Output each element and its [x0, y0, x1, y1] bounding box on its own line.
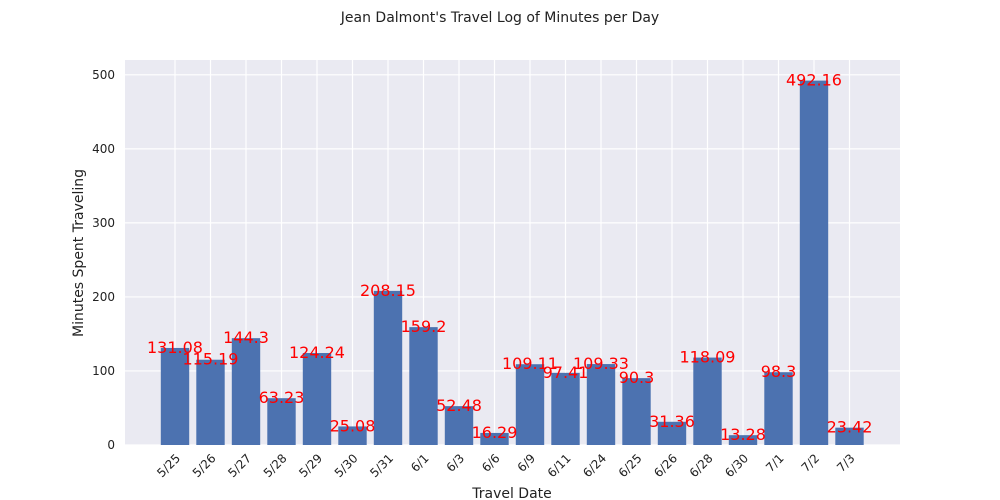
bar	[231, 338, 261, 445]
data-label: 492.16	[786, 71, 842, 90]
bar	[693, 357, 722, 445]
data-label: 16.29	[472, 423, 518, 442]
bar	[302, 353, 332, 445]
x-tick-label: 6/24	[580, 451, 609, 480]
y-tick-label: 300	[92, 216, 115, 230]
chart-title: Jean Dalmont's Travel Log of Minutes per…	[340, 10, 659, 26]
data-label: 31.36	[649, 412, 695, 431]
data-label: 118.09	[680, 348, 736, 367]
x-tick-label: 5/30	[332, 451, 361, 480]
data-label: 124.24	[289, 343, 345, 362]
x-tick-label: 6/26	[651, 451, 680, 480]
bar	[835, 427, 864, 445]
data-label: 144.3	[223, 328, 269, 347]
bar	[515, 364, 545, 445]
data-label: 23.42	[827, 418, 873, 437]
x-tick-label: 7/3	[834, 451, 858, 475]
bar	[551, 372, 580, 445]
x-axis-label: Travel Date	[471, 486, 552, 500]
bar	[409, 327, 438, 445]
bar	[622, 378, 651, 445]
x-tick-label: 5/27	[225, 451, 254, 480]
x-tick-label: 6/1	[408, 451, 432, 475]
x-tick-label: 6/28	[687, 451, 716, 480]
bar	[728, 435, 758, 445]
x-tick-label: 5/25	[154, 451, 183, 480]
bar	[338, 426, 367, 445]
data-label: 90.3	[619, 368, 655, 387]
x-tick-label: 6/25	[616, 451, 645, 480]
x-tick-label: 6/9	[515, 451, 539, 475]
bar	[267, 398, 296, 445]
x-tick-label: 6/11	[545, 451, 574, 480]
x-axis-ticks: 5/25 5/26 5/27 5/28 5/29 5/30 5/31 6/1 6/3 6/6 6/9…	[154, 451, 857, 480]
data-label: 52.48	[436, 396, 482, 415]
data-label: 131.08	[147, 338, 203, 357]
bar	[586, 364, 616, 445]
bar	[657, 421, 687, 445]
data-label: 13.28	[720, 425, 766, 444]
bar	[160, 347, 190, 445]
x-tick-label: 7/1	[763, 451, 787, 475]
x-tick-label: 7/2	[799, 451, 823, 475]
bar	[444, 406, 474, 445]
y-tick-label: 0	[107, 438, 115, 452]
data-label: 97.41	[543, 363, 589, 382]
data-label: 63.23	[259, 388, 305, 407]
x-tick-label: 5/29	[296, 451, 325, 480]
x-tick-label: 6/6	[479, 451, 503, 475]
data-label: 109.11	[502, 354, 558, 373]
x-tick-label: 5/28	[261, 451, 290, 480]
bar	[373, 290, 403, 445]
bar	[764, 372, 793, 445]
data-label: 98.3	[761, 362, 797, 381]
y-tick-label: 400	[92, 142, 115, 156]
y-tick-label: 200	[92, 290, 115, 304]
bar	[196, 359, 225, 445]
data-label: 25.08	[330, 416, 376, 435]
y-axis-label: Minutes Spent Traveling	[71, 169, 87, 337]
data-label: 109.33	[573, 354, 629, 373]
y-axis-ticks: 0 100 200 300 400 500	[92, 68, 115, 452]
y-tick-label: 500	[92, 68, 115, 82]
bar	[799, 80, 829, 445]
y-tick-label: 100	[92, 364, 115, 378]
x-tick-label: 5/26	[190, 451, 219, 480]
x-tick-label: 5/31	[367, 451, 396, 480]
data-label: 208.15	[360, 281, 416, 300]
x-tick-label: 6/3	[444, 451, 468, 475]
data-label: 159.2	[401, 317, 447, 336]
data-label: 115.19	[183, 350, 239, 369]
x-tick-label: 6/30	[722, 451, 751, 480]
bar	[480, 432, 509, 445]
bars	[160, 80, 864, 445]
